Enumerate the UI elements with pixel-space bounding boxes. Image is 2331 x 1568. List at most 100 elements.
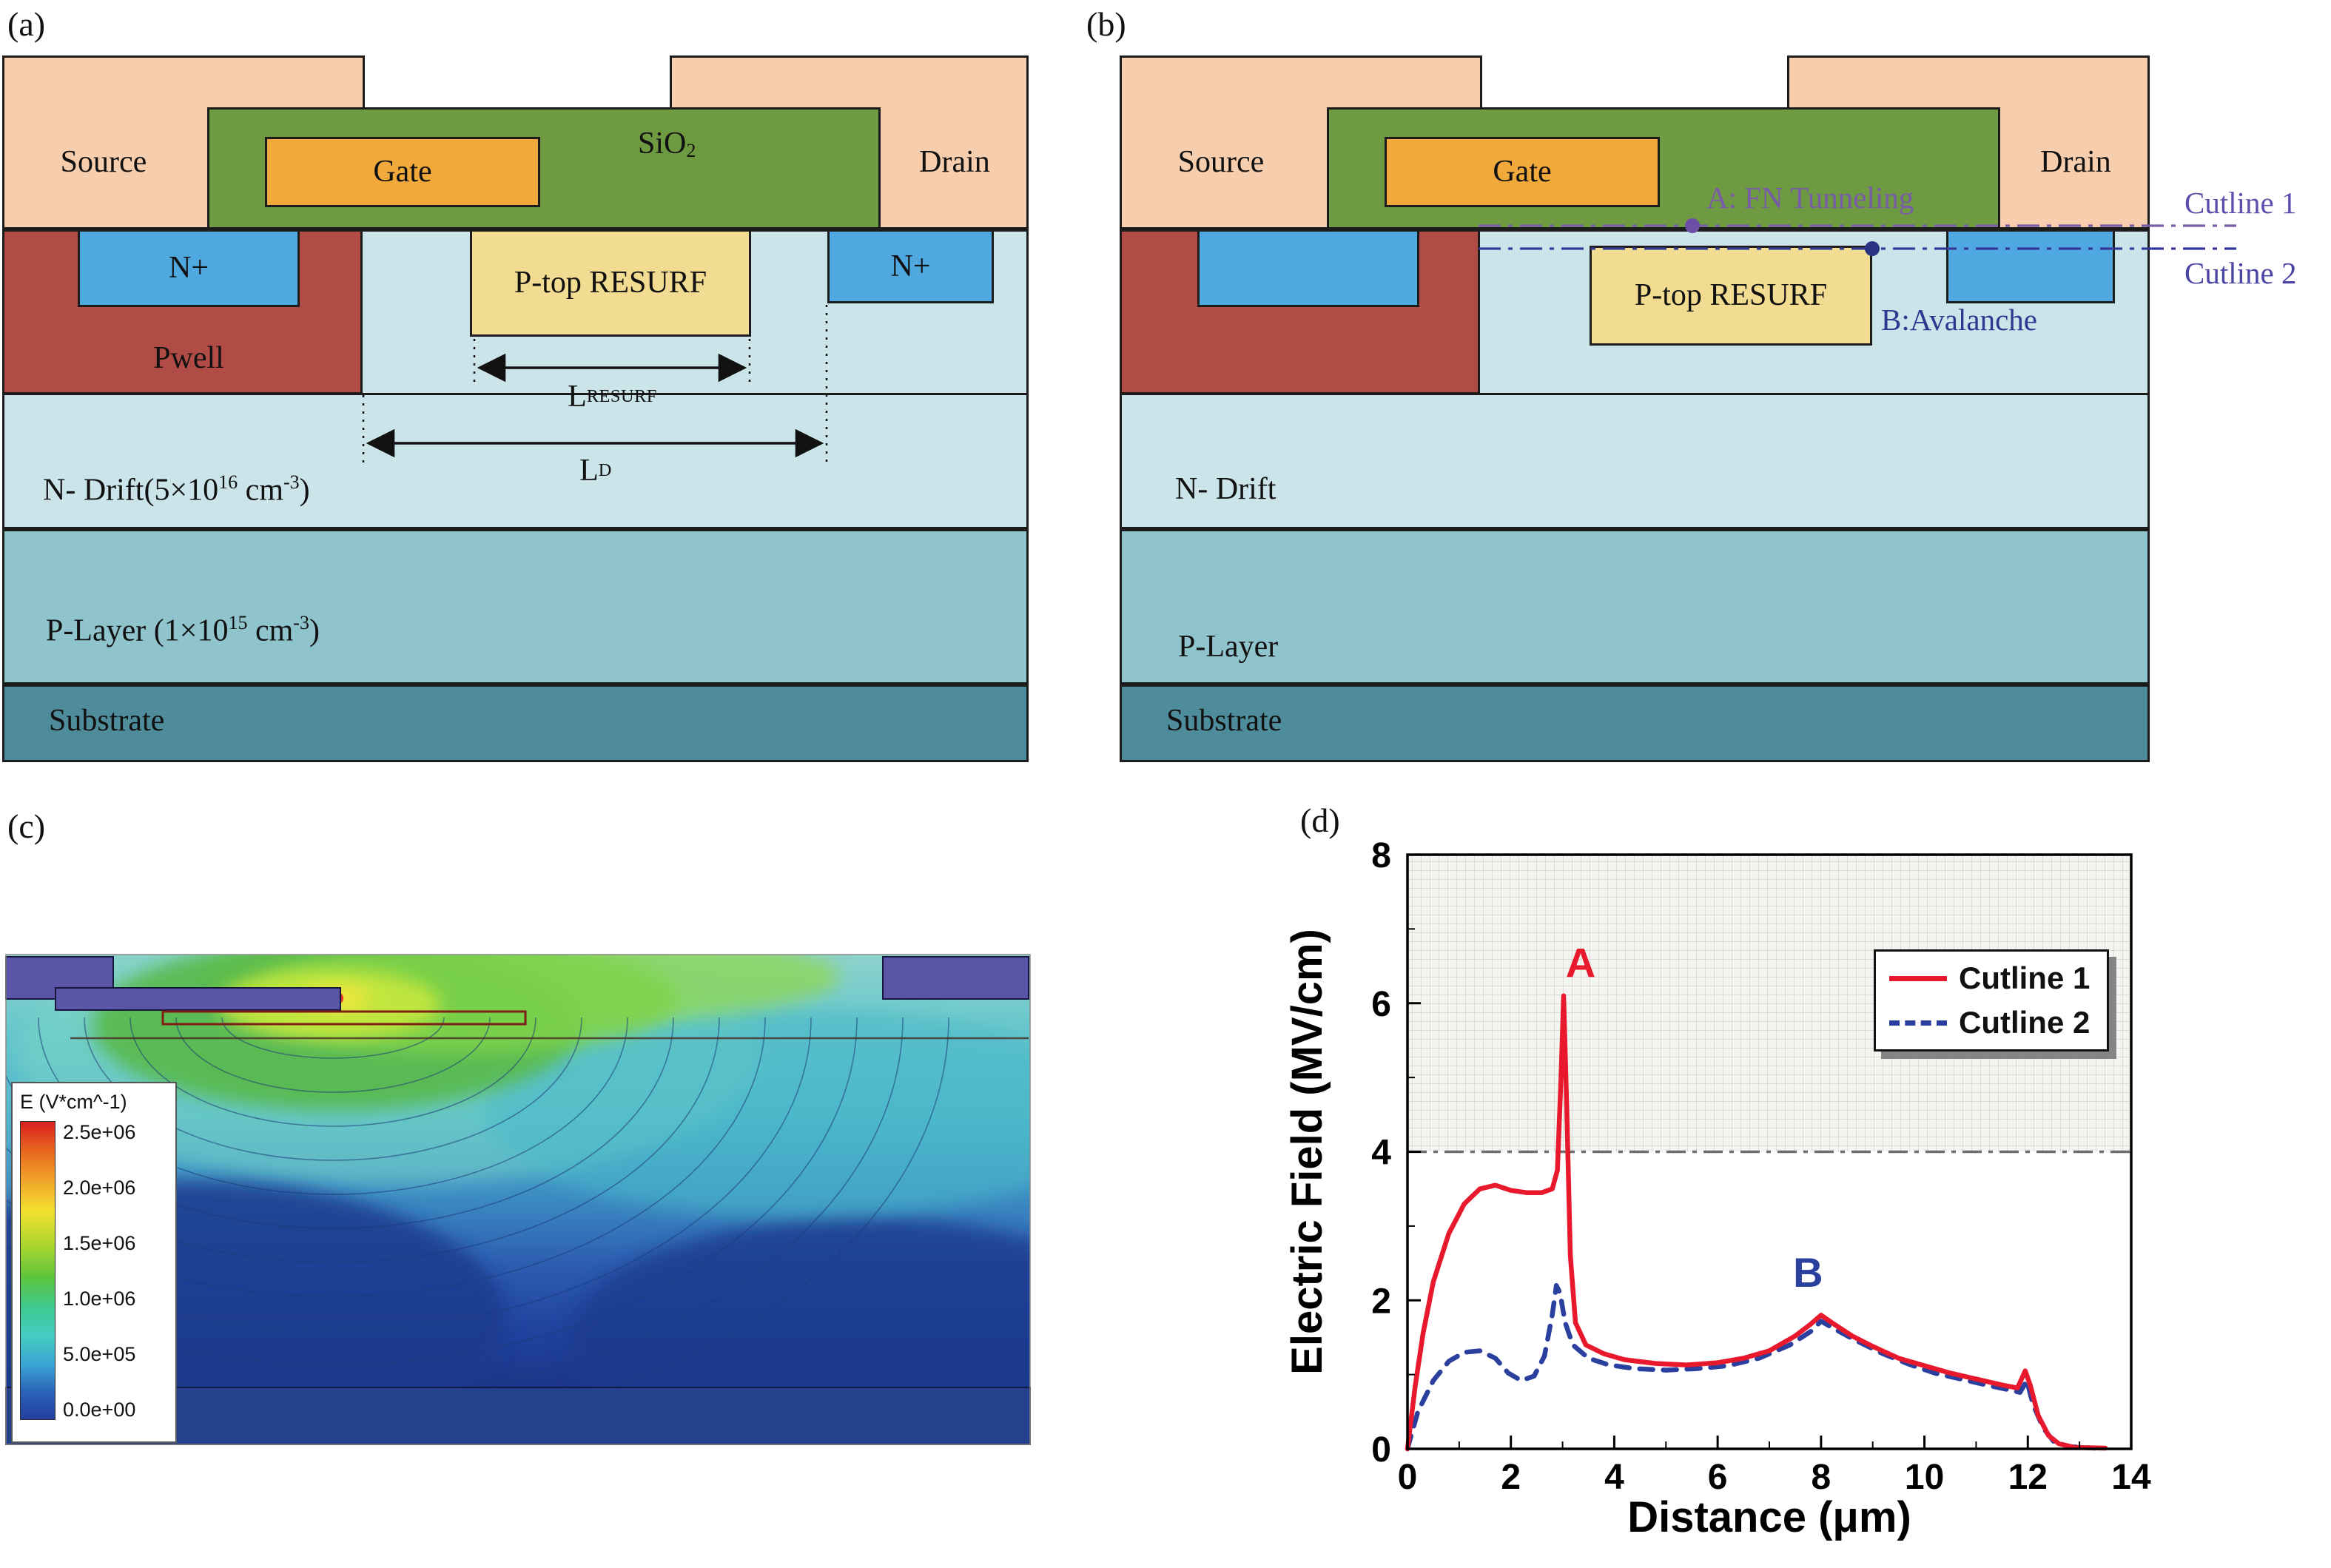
colorbar-tick-values: 2.5e+06 2.0e+06 1.5e+06 1.0e+06 5.0e+05 … (63, 1121, 135, 1421)
svg-text:8: 8 (1371, 836, 1391, 875)
p-layer-region (2, 529, 1029, 684)
sio2-subscript: 2 (686, 140, 696, 162)
gate-electrode: Gate (265, 137, 540, 207)
svg-text:4: 4 (1371, 1134, 1391, 1173)
n-plus-drain-region: N+ (827, 229, 994, 303)
avalanche-annotation: B:Avalanche (1881, 303, 2037, 337)
gate-electrode: Gate (1385, 137, 1660, 207)
cutline1-label: Cutline 1 (2184, 186, 2297, 220)
sio2-label: SiO2 (638, 126, 696, 162)
p-layer-label: P-Layer (1×1015 cm-3) (46, 612, 320, 649)
panel-d-chart: 0 2 4 6 8 10 12 14 0 2 4 6 8 Distance (μm) Electric Fi… (1288, 799, 2331, 1568)
n-drift-text: N- Drift(5×10 (43, 473, 219, 508)
p-top-label: P-top RESURF (514, 266, 707, 300)
p-top-label: P-top RESURF (1634, 278, 1828, 313)
panel-label-d: (d) (1300, 801, 1340, 839)
sio2-text: SiO (638, 127, 687, 161)
legend-label: Cutline 1 (1959, 960, 2090, 995)
p-layer-label: P-Layer (1178, 630, 1279, 664)
svg-text:0: 0 (1371, 1430, 1391, 1470)
p-top-resurf-region: P-top RESURF (1590, 246, 1872, 346)
n-drift-unit: cm (238, 473, 283, 508)
svg-text:Electric Field (MV/cm): Electric Field (MV/cm) (1288, 929, 1331, 1375)
sio2-oxide-region (1327, 107, 2000, 229)
l-resurf-subscript: RESURF (586, 386, 657, 407)
source-metal-structure (5, 956, 114, 1000)
fn-tunneling-annotation: A: FN Tunneling (1706, 181, 1914, 215)
colorbar-value: 2.0e+06 (63, 1177, 136, 1199)
colorbar-value: 2.5e+06 (63, 1121, 136, 1143)
surface-region-boundary (1120, 393, 2150, 395)
panel-label-b: (b) (1086, 5, 1126, 43)
svg-text:2: 2 (1501, 1458, 1521, 1497)
p-layer-unit: cm (247, 613, 294, 648)
pwell-label: Pwell (153, 341, 224, 375)
n-drift-label: N- Drift(5×1016 cm-3) (43, 471, 310, 508)
p-layer-unit-exponent: -3 (293, 612, 309, 633)
gate-field-plate-structure (55, 987, 341, 1011)
n-drift-close: ) (299, 473, 310, 508)
substrate-label: Substrate (1166, 704, 1282, 738)
color-scale-bar (20, 1121, 56, 1420)
l-d-base: L (579, 454, 599, 488)
svg-text:12: 12 (2008, 1458, 2048, 1497)
svg-text:14: 14 (2111, 1458, 2151, 1497)
cutline2-line-sample (1889, 1020, 1947, 1026)
substrate-region (1120, 684, 2150, 762)
colorbar-title: E (V*cm^-1) (20, 1091, 127, 1113)
substrate-region (2, 684, 1029, 762)
svg-text:A: A (1566, 940, 1595, 986)
n-drift-exponent: 16 (218, 471, 238, 493)
cutline1-line-sample (1889, 975, 1947, 981)
p-layer-exponent: 15 (228, 612, 248, 633)
p-top-outline (161, 1010, 527, 1026)
n-plus-source-region: N+ (78, 229, 300, 307)
svg-text:Distance (μm): Distance (μm) (1627, 1493, 1911, 1541)
l-d-subscript: D (598, 460, 612, 481)
svg-text:6: 6 (1371, 985, 1391, 1024)
p-layer-text: P-Layer (1×10 (46, 613, 229, 648)
p-layer-region (1120, 529, 2150, 684)
drain-label: Drain (2040, 145, 2111, 179)
svg-text:6: 6 (1708, 1458, 1728, 1497)
drain-label: Drain (919, 145, 990, 179)
svg-text:0: 0 (1398, 1458, 1418, 1497)
legend-entry-cutline1: Cutline 1 (1889, 960, 2093, 996)
source-label: Source (60, 145, 147, 179)
n-drift-unit-exponent: -3 (283, 471, 300, 493)
panel-label-c: (c) (7, 807, 46, 845)
chart-legend: Cutline 1 Cutline 2 (1874, 949, 2109, 1051)
p-top-resurf-region: P-top RESURF (470, 229, 751, 337)
cutline2-label: Cutline 2 (2184, 256, 2297, 290)
panel-label-a: (a) (7, 5, 46, 43)
substrate-label: Substrate (49, 704, 165, 738)
svg-text:10: 10 (1905, 1458, 1944, 1497)
svg-text:4: 4 (1604, 1458, 1624, 1497)
n-plus-label: N+ (168, 251, 209, 286)
peak-field-hotspot (330, 992, 343, 1005)
colorbar-value: 0.0e+00 (63, 1399, 136, 1421)
svg-text:2: 2 (1371, 1282, 1391, 1321)
surface-region-boundary (2, 393, 1029, 395)
l-resurf-dimension-label: L RESURF (514, 379, 710, 414)
legend-entry-cutline2: Cutline 2 (1889, 1005, 2093, 1040)
n-plus-label: N+ (890, 249, 931, 283)
gate-label: Gate (373, 155, 432, 189)
l-resurf-base: L (568, 380, 587, 414)
svg-text:8: 8 (1812, 1458, 1832, 1497)
colorbar-value: 1.5e+06 (63, 1232, 136, 1254)
p-layer-close: ) (309, 613, 320, 648)
gate-label: Gate (1493, 155, 1552, 189)
colorbar-value: 1.0e+06 (63, 1288, 136, 1310)
n-plus-drain-region (1946, 229, 2115, 303)
drain-metal-structure (882, 956, 1029, 1000)
field-colorbar-legend: E (V*cm^-1) 2.5e+06 2.0e+06 1.5e+06 1.0e… (11, 1082, 177, 1443)
colorbar-value: 5.0e+05 (63, 1343, 136, 1365)
n-plus-source-region (1197, 229, 1419, 307)
legend-label: Cutline 2 (1959, 1005, 2090, 1040)
source-label: Source (1177, 145, 1265, 179)
n-drift-label: N- Drift (1175, 472, 1276, 506)
